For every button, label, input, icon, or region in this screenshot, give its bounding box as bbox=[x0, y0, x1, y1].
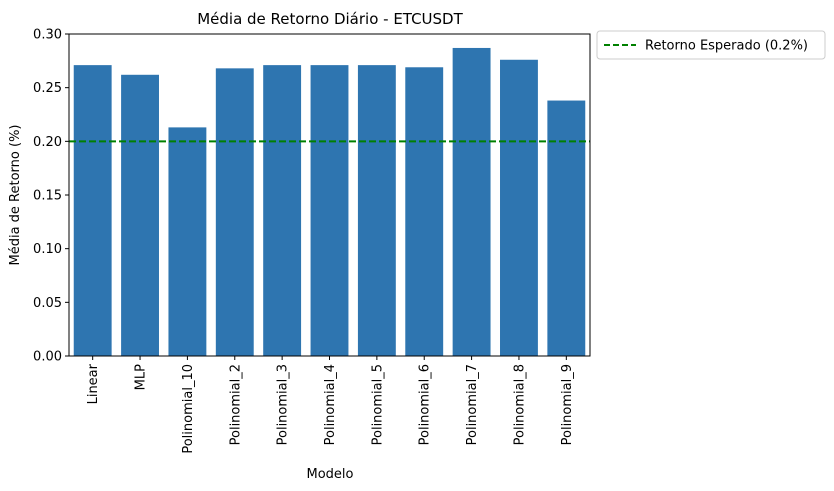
x-tick-label: Polinomial_4 bbox=[323, 364, 338, 445]
x-tick-label: Polinomial_7 bbox=[465, 364, 480, 445]
y-tick-label: 0.05 bbox=[33, 296, 62, 311]
x-tick-label: Linear bbox=[86, 363, 101, 404]
x-tick-label: Polinomial_5 bbox=[370, 364, 385, 445]
bar-mlp bbox=[121, 74, 159, 356]
x-axis: Linear MLP Polinomial_10 Polinomial_2 Polino… bbox=[86, 356, 575, 454]
x-axis-label: Modelo bbox=[307, 467, 354, 482]
bar-polinomial_8 bbox=[500, 59, 538, 356]
bar-polinomial_6 bbox=[405, 67, 444, 357]
bar-polinomial_10 bbox=[168, 127, 207, 356]
y-tick-label: 0.30 bbox=[33, 28, 62, 43]
x-tick-label: Polinomial_10 bbox=[181, 364, 196, 454]
bar-polinomial_5 bbox=[357, 65, 396, 357]
bar-polinomial_4 bbox=[310, 65, 349, 357]
legend: Retorno Esperado (0.2%) bbox=[596, 30, 826, 60]
y-axis-label: Média de Retorno (%) bbox=[8, 125, 23, 266]
bar-polinomial_9 bbox=[547, 100, 586, 357]
y-tick-label: 0.10 bbox=[33, 242, 62, 257]
y-tick-label: 0.15 bbox=[33, 189, 62, 204]
bar-polinomial_7 bbox=[452, 47, 491, 356]
bar-polinomial_3 bbox=[263, 65, 302, 357]
legend-label: Retorno Esperado (0.2%) bbox=[645, 39, 808, 54]
bar-linear bbox=[73, 65, 112, 357]
bar-polinomial_2 bbox=[215, 68, 254, 356]
legend-box bbox=[596, 30, 826, 60]
x-tick-label: MLP bbox=[134, 364, 149, 390]
y-axis: 0.00 0.05 0.10 0.15 0.20 0.25 0.30 bbox=[33, 28, 69, 365]
y-tick-label: 0.00 bbox=[33, 350, 62, 365]
y-tick-label: 0.25 bbox=[33, 81, 62, 96]
x-tick-label: Polinomial_6 bbox=[418, 364, 433, 445]
chart-title: Média de Retorno Diário - ETCUSDT bbox=[197, 10, 463, 28]
x-tick-label: Polinomial_2 bbox=[228, 364, 243, 445]
bars-group bbox=[73, 47, 586, 357]
x-tick-label: Polinomial_8 bbox=[512, 364, 527, 445]
x-tick-label: Polinomial_3 bbox=[276, 364, 291, 445]
x-tick-label: Polinomial_9 bbox=[560, 364, 575, 445]
y-tick-label: 0.20 bbox=[33, 135, 62, 150]
